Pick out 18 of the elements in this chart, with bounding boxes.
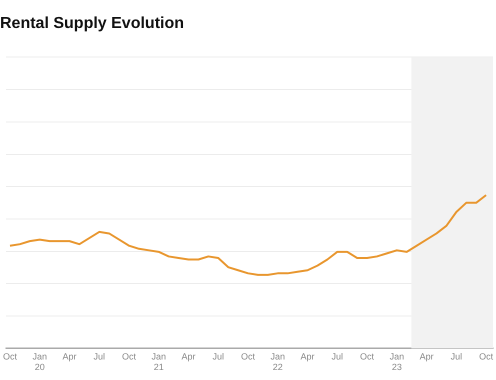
x-tick-label: Apr bbox=[62, 351, 76, 362]
x-tick-label: Apr bbox=[182, 351, 196, 362]
x-tick-label: Jan 23 bbox=[390, 351, 404, 372]
x-tick-label: Jul bbox=[332, 351, 344, 362]
x-tick-label: Oct bbox=[241, 351, 256, 362]
chart-title: Rental Supply Evolution bbox=[0, 15, 184, 32]
x-tick-label: Jul bbox=[93, 351, 106, 362]
x-tick-label: Jan 22 bbox=[270, 351, 286, 372]
x-tick-label: Jan 21 bbox=[152, 351, 166, 372]
x-tick-label: Oct bbox=[2, 351, 18, 362]
x-tick-label: Apr bbox=[300, 351, 315, 362]
x-tick-label: Oct bbox=[360, 351, 375, 362]
x-tick-label: Apr bbox=[420, 351, 434, 362]
x-tick-label: Jan 20 bbox=[32, 351, 47, 372]
x-tick-label: Oct bbox=[479, 351, 494, 362]
x-tick-label: Jul bbox=[212, 351, 224, 362]
x-tick-label: Jul bbox=[450, 351, 462, 362]
x-tick-label: Oct bbox=[122, 351, 136, 362]
